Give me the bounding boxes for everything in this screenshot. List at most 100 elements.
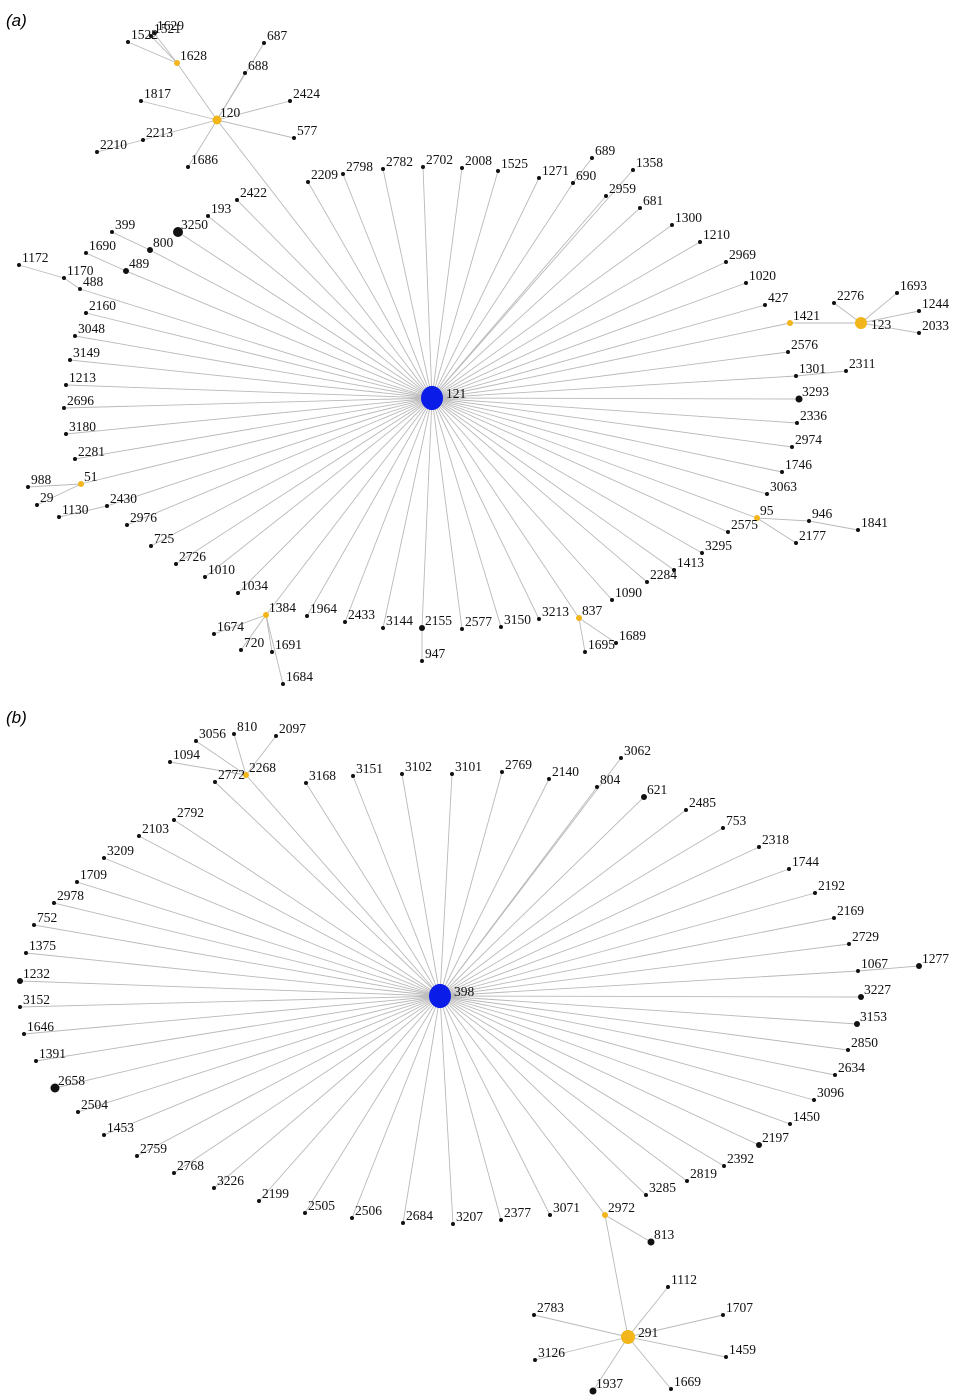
- edge-121-3295: [431, 397, 703, 554]
- edge-121-1413: [431, 397, 675, 571]
- node-1450: [788, 1122, 792, 1126]
- node-label-2506: 2506: [355, 1203, 382, 1218]
- edge-121-3048: [74, 335, 433, 399]
- node-label-947: 947: [425, 646, 446, 661]
- edge-398-2850: [439, 995, 849, 1051]
- node-2155: [419, 625, 425, 631]
- node-2033: [917, 331, 921, 335]
- edge-291-1459: [627, 1336, 727, 1358]
- node-1301: [794, 374, 798, 378]
- edge-1301-2311: [795, 370, 847, 377]
- node-label-1358: 1358: [636, 155, 663, 170]
- node-label-427: 427: [768, 290, 789, 305]
- node-688: [243, 71, 247, 75]
- node-label-2097: 2097: [279, 721, 306, 736]
- edge-398-1646: [23, 995, 441, 1035]
- node-label-123: 123: [871, 317, 892, 332]
- node-2311: [844, 369, 848, 373]
- node-label-3071: 3071: [553, 1200, 580, 1215]
- node-804: [595, 785, 599, 789]
- node-label-2210: 2210: [100, 137, 127, 152]
- node-label-1130: 1130: [62, 502, 89, 517]
- node-label-3149: 3149: [73, 345, 100, 360]
- node-1172: [17, 263, 21, 267]
- node-label-1690: 1690: [89, 238, 116, 253]
- edge-398-2192: [439, 892, 816, 997]
- node-3101: [450, 772, 454, 776]
- edge-121-1020: [431, 282, 747, 399]
- node-3152: [18, 1005, 22, 1009]
- node-label-3226: 3226: [217, 1173, 244, 1188]
- edge-120-2213: [142, 119, 218, 141]
- node-813: [647, 1238, 655, 1246]
- edge-1384-1684: [265, 614, 284, 685]
- node-label-2792: 2792: [177, 805, 204, 820]
- edge-121-2430: [106, 397, 433, 507]
- node-label-725: 725: [154, 531, 175, 546]
- node-label-3096: 3096: [817, 1085, 844, 1100]
- edge-121-725: [150, 397, 433, 547]
- edge-1384-1691: [265, 614, 273, 653]
- node-label-1707: 1707: [726, 1300, 753, 1315]
- node-label-398: 398: [454, 984, 475, 999]
- node-label-1172: 1172: [22, 250, 49, 265]
- edge-121-3144: [382, 397, 433, 629]
- edge-398-1391: [35, 995, 441, 1062]
- node-3071: [548, 1213, 552, 1217]
- node-label-2702: 2702: [426, 152, 453, 167]
- edge-398-2972: [439, 995, 606, 1216]
- edge-398-2485: [439, 809, 687, 997]
- edge-121-120: [216, 119, 433, 399]
- node-621: [641, 794, 647, 800]
- node-2575: [726, 530, 730, 534]
- node-2577: [460, 627, 464, 631]
- node-label-3227: 3227: [864, 982, 891, 997]
- node-2769: [500, 770, 504, 774]
- node-label-1210: 1210: [703, 227, 730, 242]
- edge-398-2772: [214, 781, 441, 997]
- edge-120-1817: [140, 100, 218, 121]
- node-label-946: 946: [812, 506, 833, 521]
- node-1689: [614, 641, 618, 645]
- edge-121-1300: [431, 224, 673, 399]
- edge-121-2336: [431, 397, 798, 424]
- node-2969: [724, 260, 728, 264]
- edge-398-621: [439, 796, 645, 997]
- edge-2213-2210: [96, 139, 144, 153]
- node-1817: [139, 99, 143, 103]
- edge-398-2658: [54, 995, 441, 1089]
- node-1744: [787, 867, 791, 871]
- node-1746: [780, 470, 784, 474]
- node-label-3250: 3250: [181, 217, 208, 232]
- node-1964: [305, 614, 309, 618]
- panel-label-a: (a): [6, 11, 27, 30]
- node-2422: [235, 198, 239, 202]
- node-label-1244: 1244: [922, 296, 949, 311]
- edge-398-2769: [439, 771, 503, 997]
- node-2974: [790, 445, 794, 449]
- node-1522: [126, 40, 130, 44]
- node-398: [429, 983, 451, 1009]
- node-752: [32, 923, 36, 927]
- node-label-2969: 2969: [729, 247, 756, 262]
- node-1067: [856, 969, 860, 973]
- node-3153: [854, 1021, 860, 1027]
- node-2140: [547, 777, 551, 781]
- node-label-2276: 2276: [837, 288, 864, 303]
- edge-121-2155: [421, 397, 433, 629]
- edge-121-3149: [69, 359, 433, 399]
- node-label-1094: 1094: [173, 747, 200, 762]
- node-label-2424: 2424: [293, 86, 320, 101]
- edge-291-3126: [534, 1336, 629, 1361]
- node-1674: [212, 632, 216, 636]
- edge-1067-1277: [857, 965, 920, 972]
- edge-121-1421: [431, 322, 791, 399]
- edge-121-2422: [236, 199, 433, 399]
- node-2792: [172, 818, 176, 822]
- node-488: [78, 287, 82, 291]
- edge-398-3207: [439, 995, 454, 1225]
- edge-488-1170: [63, 277, 81, 290]
- edge-123-2033: [860, 322, 920, 334]
- node-1094: [168, 760, 172, 764]
- node-810: [232, 732, 236, 736]
